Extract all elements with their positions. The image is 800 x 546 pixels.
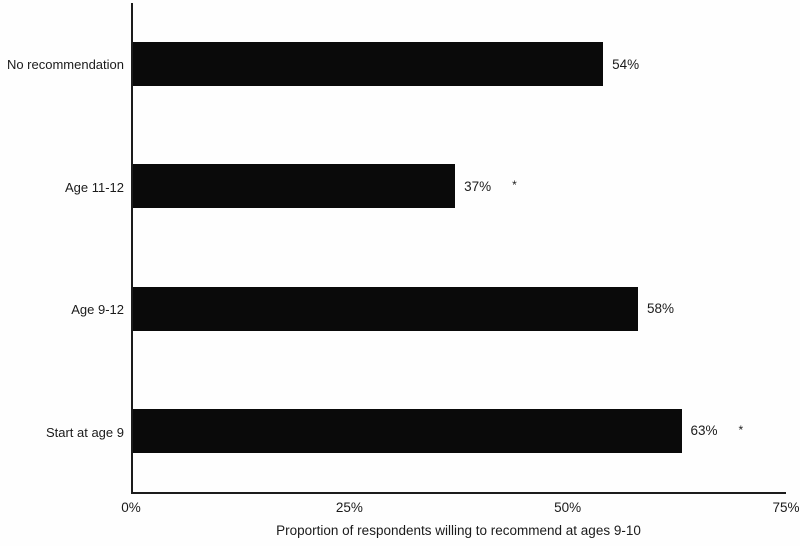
category-label: Age 11-12 <box>64 179 124 195</box>
significance-asterisk: * <box>512 178 517 193</box>
value-label: 54% <box>612 56 640 72</box>
bar <box>133 408 682 453</box>
category-label: Age 9-12 <box>71 302 124 318</box>
significance-asterisk: * <box>738 422 744 437</box>
value-label: 63% <box>690 423 718 439</box>
x-axis-title: Proportion of respondents willing to rec… <box>276 523 641 538</box>
x-tick-label: 50% <box>554 500 582 515</box>
value-label: 37% <box>464 178 492 194</box>
value-label: 58% <box>646 301 675 317</box>
x-axis-ticks: 0% 25% 50% 75% <box>121 500 799 518</box>
x-tick-label: 25% <box>335 500 363 515</box>
category-axis: No recommendation Age 11-12 Age 9-12 Start … <box>0 3 124 494</box>
bar <box>133 42 604 87</box>
bar-row: 63% * <box>133 370 786 492</box>
bar-row: 54% <box>133 3 786 125</box>
plot-area: 54% 37% * 58% 63% * <box>131 3 786 494</box>
category-label: No recommendation <box>6 56 124 72</box>
bar <box>133 286 638 331</box>
bar <box>133 164 456 209</box>
bar-row: 58% <box>133 248 786 370</box>
x-tick-label: 75% <box>772 500 800 515</box>
x-tick-label: 0% <box>121 500 141 515</box>
bar-row: 37% * <box>133 125 786 247</box>
category-label: Start at age 9 <box>45 425 124 441</box>
